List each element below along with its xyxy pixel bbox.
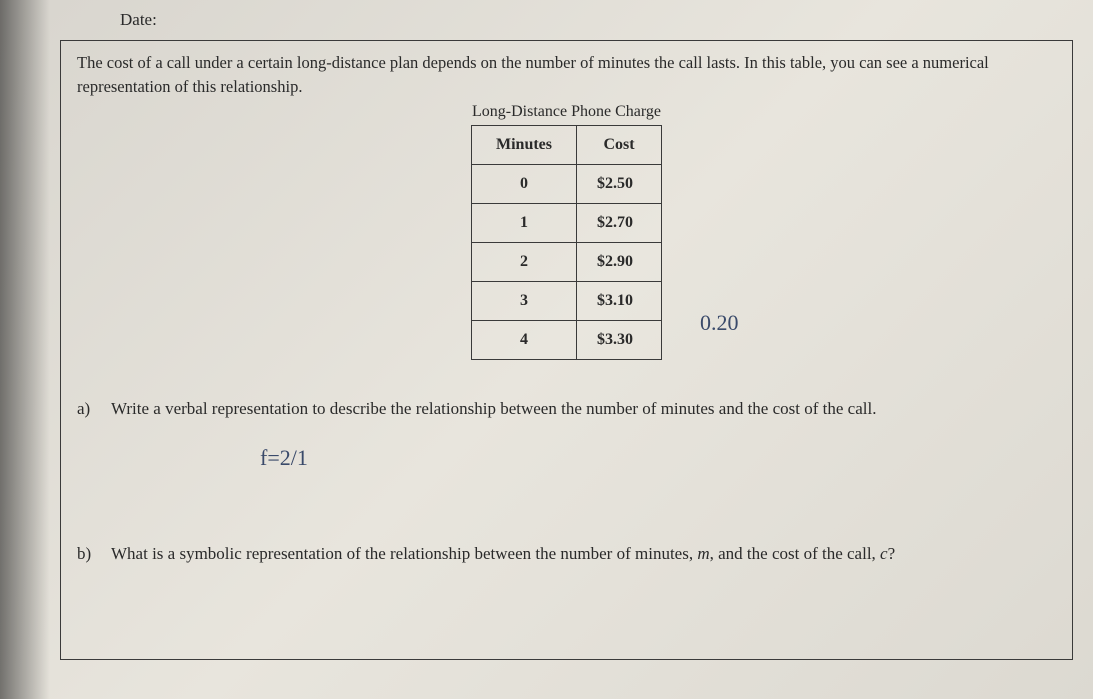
cell-minutes: 2 <box>472 242 577 281</box>
cell-minutes: 0 <box>472 164 577 203</box>
cell-minutes: 4 <box>472 320 577 359</box>
question-a: a) Write a verbal representation to desc… <box>77 396 1056 422</box>
col-cost: Cost <box>577 125 662 164</box>
qb-text-3: ? <box>888 544 896 563</box>
question-b-label: b) <box>77 541 111 567</box>
qb-var-c: c <box>880 544 888 563</box>
date-label: Date: <box>120 10 1073 30</box>
qb-text-2: , and the cost of the call, <box>710 544 880 563</box>
cell-cost: $3.10 <box>577 281 662 320</box>
phone-charge-table: Minutes Cost 0 $2.50 1 $2.70 2 $2.90 <box>471 125 662 360</box>
question-b-text: What is a symbolic representation of the… <box>111 541 1056 567</box>
qb-text-1: What is a symbolic representation of the… <box>111 544 697 563</box>
table-row: 1 $2.70 <box>472 203 662 242</box>
question-a-label: a) <box>77 396 111 422</box>
question-b: b) What is a symbolic representation of … <box>77 541 1056 567</box>
table-header-row: Minutes Cost <box>472 125 662 164</box>
table-row: 3 $3.10 <box>472 281 662 320</box>
cell-cost: $2.50 <box>577 164 662 203</box>
cell-minutes: 3 <box>472 281 577 320</box>
table-row: 0 $2.50 <box>472 164 662 203</box>
table-row: 2 $2.90 <box>472 242 662 281</box>
problem-container: The cost of a call under a certain long-… <box>60 40 1073 660</box>
cell-cost: $3.30 <box>577 320 662 359</box>
cell-cost: $2.70 <box>577 203 662 242</box>
worksheet-page: Date: The cost of a call under a certain… <box>0 0 1093 699</box>
page-shadow <box>0 0 50 699</box>
cell-minutes: 1 <box>472 203 577 242</box>
question-a-text: Write a verbal representation to describ… <box>111 396 1056 422</box>
cell-cost: $2.90 <box>577 242 662 281</box>
table-row: 4 $3.30 <box>472 320 662 359</box>
col-minutes: Minutes <box>472 125 577 164</box>
problem-prompt: The cost of a call under a certain long-… <box>77 51 1056 99</box>
table-title: Long-Distance Phone Charge <box>77 103 1056 121</box>
handwritten-note-work: f=2/1 <box>260 445 308 471</box>
handwritten-note-rate: 0.20 <box>700 310 739 336</box>
qb-var-m: m <box>697 544 709 563</box>
